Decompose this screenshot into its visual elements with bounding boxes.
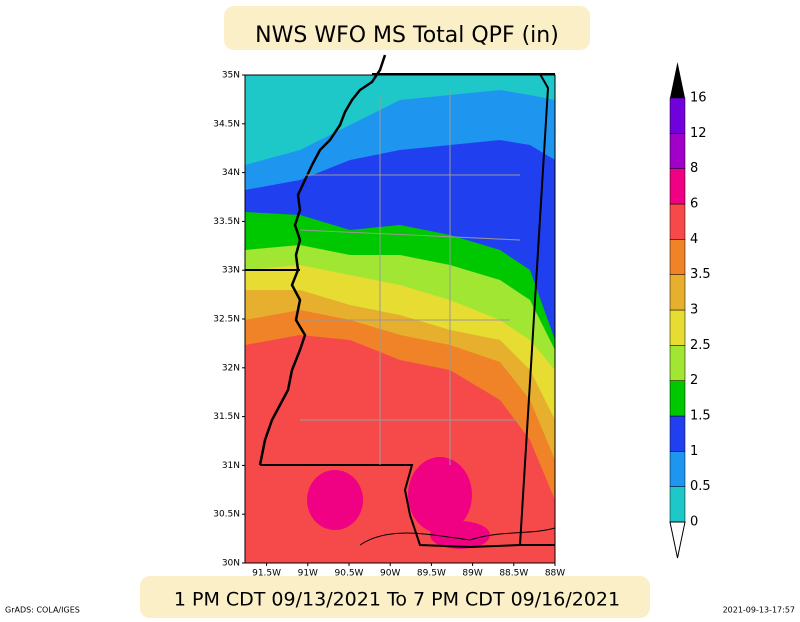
state-border-west [258,54,387,466]
precip-field [245,75,555,563]
lat-label: 32.5N [213,315,240,325]
lon-label: 88W [545,569,565,579]
colorbar-label: 12 [690,126,707,141]
colorbar-segment [669,203,686,240]
colorbar-label: 3.5 [690,267,711,282]
state-border [519,73,550,546]
colorbar-segment [669,451,686,487]
lat-label: 34.5N [213,119,240,129]
colorbar-segment [669,486,686,523]
colorbar-label: 1 [690,444,698,459]
precip-band [245,75,555,165]
precip-max [408,457,472,533]
colorbar-segment [669,274,686,311]
lon-label: 90.5W [335,569,364,579]
colorbar-label: 0.5 [690,479,711,494]
colorbar-segment [669,133,686,169]
lat-label: 34N [222,168,240,178]
state-border [260,464,555,549]
lon-label: 91.5W [252,569,281,579]
colorbar-label: 6 [690,197,698,212]
colorbar-segment [669,97,686,134]
colorbar-segment [669,345,686,381]
title: NWS WFO MS Total QPF (in) [255,23,559,48]
precip-max [430,521,490,549]
lat-label: 30.5N [213,510,240,520]
coastline [359,527,556,546]
colorbar-label: 3 [690,303,698,318]
lat-label: 35N [222,71,240,81]
lat-label: 30N [222,559,240,569]
colorbar-label: 2 [690,373,698,388]
lon-label: 89.5W [417,569,446,579]
credit: GrADS: COLA/IGES [5,606,80,615]
lat-label: 32N [222,363,240,373]
colorbar-segment [669,168,686,205]
lon-label: 90W [380,569,400,579]
colorbar-over [670,62,685,98]
period-banner [140,576,650,618]
colorbar-segment [669,415,686,452]
colorbar-label: 8 [690,161,698,176]
colorbar-label: 16 [690,91,707,106]
lat-label: 31N [222,461,240,471]
colorbar-segment [669,239,686,275]
colorbar-label: 0 [690,515,698,530]
title-banner [224,6,590,50]
lon-label: 88.5W [499,569,528,579]
colorbar-segment [669,380,686,417]
map-area: 35N 34.5N 34N 33.5N 33N 32.5N 32N 31.5N 31N 30.5N… [213,54,565,579]
precip-max [307,470,363,530]
timestamp: 2021-09-13-17:57 [723,606,795,615]
colorbar-segment [669,309,686,346]
lat-label: 33N [222,266,240,276]
colorbar-label: 2.5 [690,338,711,353]
colorbar-label: 4 [690,232,698,247]
colorbar-label: 1.5 [690,409,711,424]
lat-label: 33.5N [213,217,240,227]
county-line [299,229,521,241]
lon-label: 89W [462,569,482,579]
lat-label: 31.5N [213,412,240,422]
period: 1 PM CDT 09/13/2021 To 7 PM CDT 09/16/20… [174,589,620,611]
colorbar-under [669,521,686,559]
lon-label: 91W [298,569,318,579]
